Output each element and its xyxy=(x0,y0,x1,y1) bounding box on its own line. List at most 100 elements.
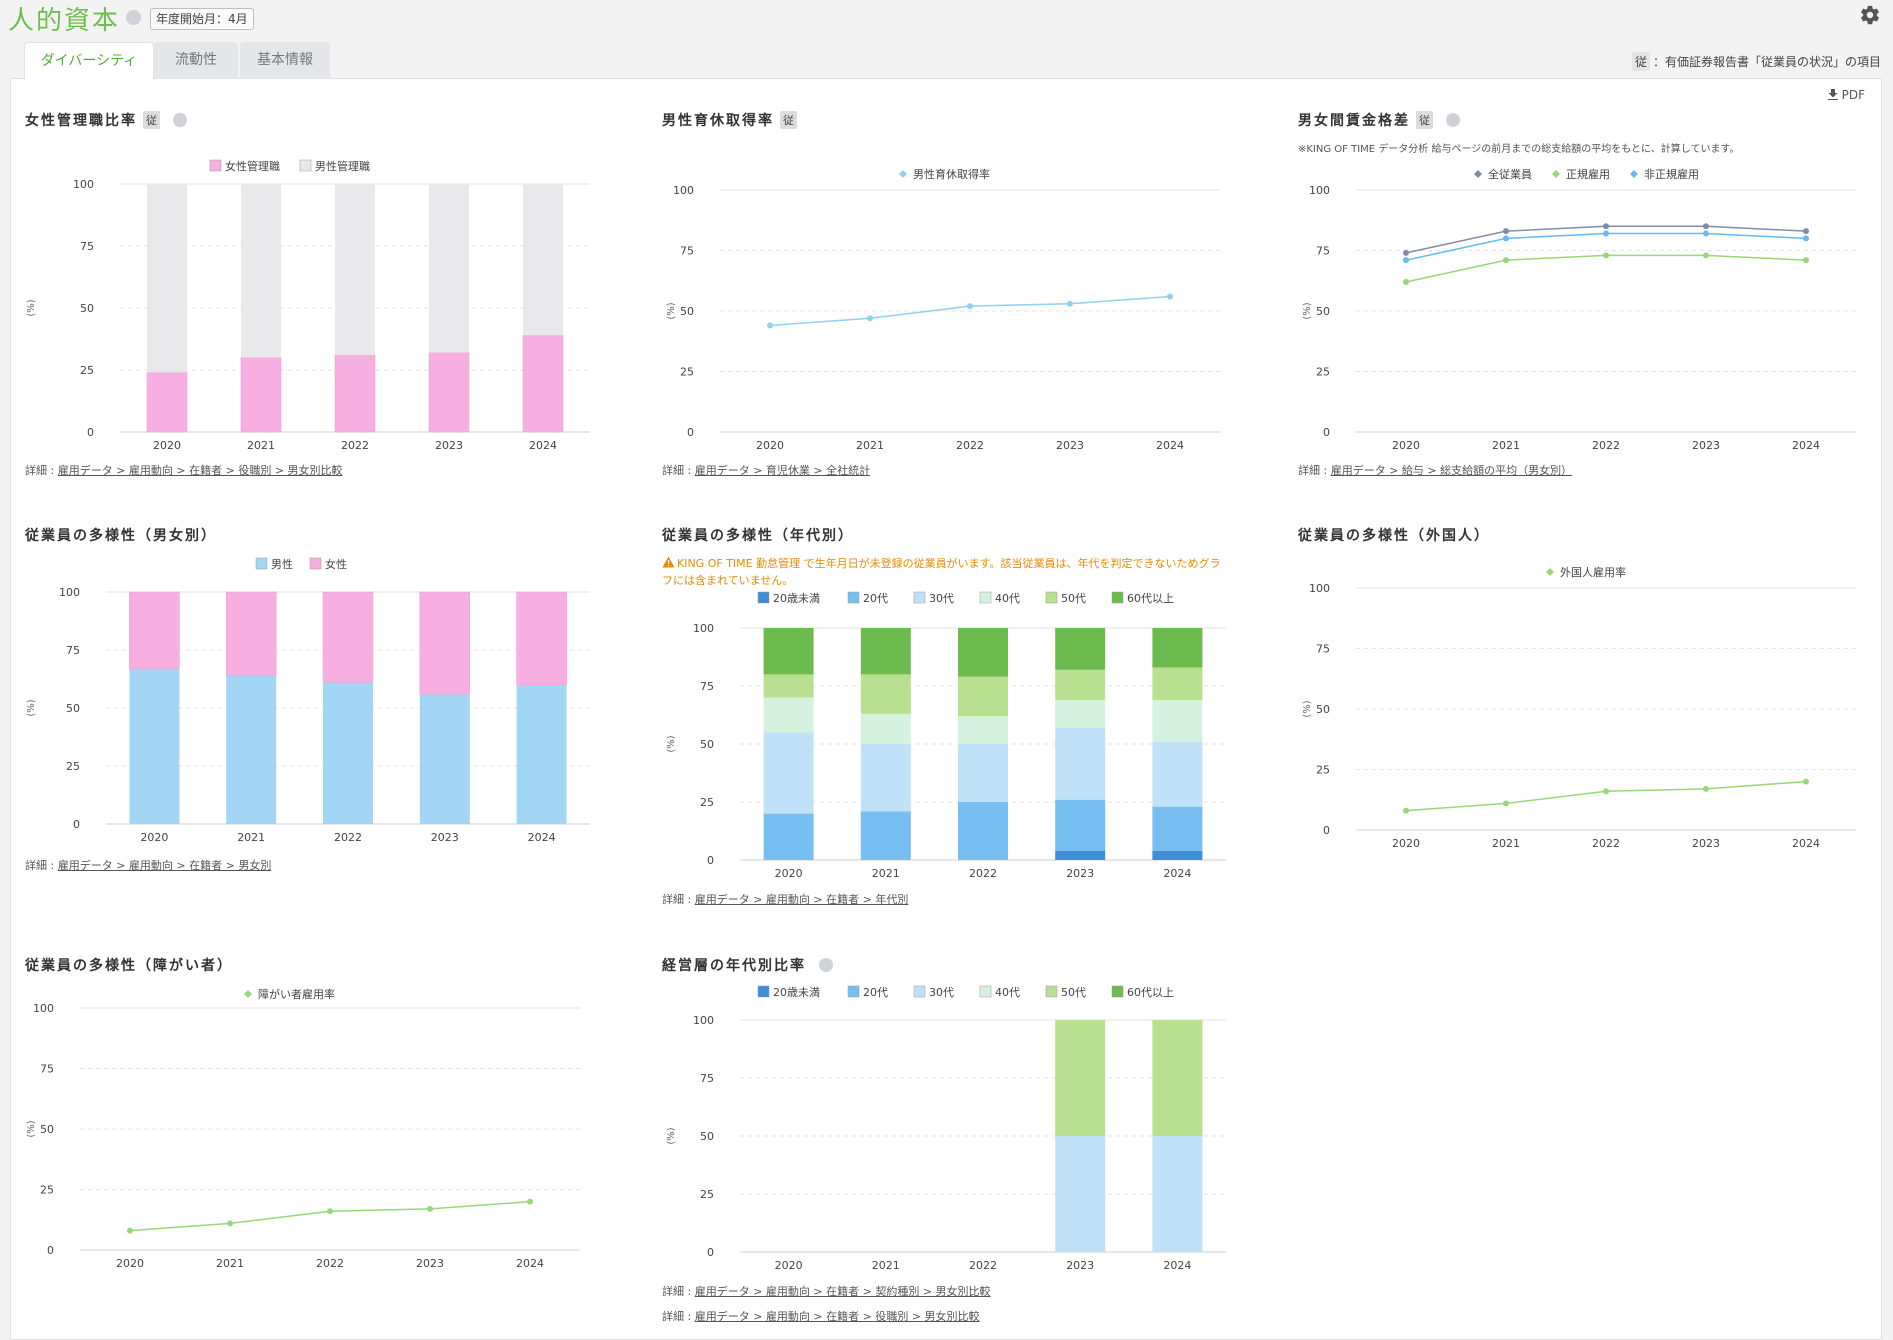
legend-label: 20代 xyxy=(863,592,888,605)
legend-swatch xyxy=(255,557,268,570)
legend-label: 50代 xyxy=(1061,986,1086,999)
bar-segment xyxy=(1055,669,1106,700)
data-point xyxy=(1703,252,1709,259)
download-icon xyxy=(1827,89,1838,100)
tab-basic-info[interactable]: 基本情報 xyxy=(240,42,330,78)
x-tick-label: 2023 xyxy=(1066,1259,1094,1272)
data-point xyxy=(1503,235,1509,242)
legend-swatch xyxy=(209,159,222,172)
bar-segment xyxy=(763,628,814,675)
legend-label: 正規雇用 xyxy=(1566,167,1610,181)
bar-segment xyxy=(763,674,814,698)
y-tick-label: 50 xyxy=(700,1130,714,1143)
y-tick-label: 50 xyxy=(680,305,694,318)
data-point xyxy=(1067,300,1073,307)
series-line xyxy=(1405,225,1807,254)
y-tick-label: 50 xyxy=(40,1123,54,1136)
title-executive-age: 経営層の年代別比率 xyxy=(662,955,833,975)
legend-swatch xyxy=(1111,591,1124,604)
detail-link[interactable]: 雇用データ > 雇用動向 > 在籍者 > 役職別 > 男女別比較 xyxy=(694,1310,980,1323)
series-line xyxy=(129,1200,531,1232)
bar-segment xyxy=(1055,727,1106,800)
bar-segment xyxy=(147,184,187,373)
x-tick-label: 2020 xyxy=(775,867,803,880)
y-tick-label: 25 xyxy=(1316,764,1330,777)
bar-segment xyxy=(322,591,374,683)
tab-liquidity[interactable]: 流動性 xyxy=(154,42,238,78)
bar-segment xyxy=(516,591,567,686)
legend-label: 女性 xyxy=(325,557,347,571)
data-point xyxy=(1603,788,1609,795)
chart-female-managers: 女性管理職 男性管理職 (%) 0 25 50 75 100 2020 2021 2022 2023 2… xyxy=(26,159,590,452)
y-tick-label: 25 xyxy=(1316,366,1330,379)
detail-link[interactable]: 雇用データ > 雇用動向 > 在籍者 > 年代別 xyxy=(694,893,909,906)
pdf-download-button[interactable]: PDF xyxy=(1827,88,1865,102)
y-tick-label: 50 xyxy=(80,302,94,315)
data-point xyxy=(1603,252,1609,259)
x-tick-label: 2021 xyxy=(237,831,265,844)
tab-diversity[interactable]: ダイバーシティ xyxy=(24,42,154,80)
bar-segment xyxy=(1055,628,1106,670)
x-tick-label: 2021 xyxy=(856,439,884,452)
detail-link[interactable]: 雇用データ > 雇用動向 > 在籍者 > 男女別 xyxy=(57,859,272,872)
detail-prefix: 詳細 : xyxy=(1298,464,1331,477)
y-tick-label: 75 xyxy=(40,1063,54,1076)
y-tick-label: 25 xyxy=(66,760,80,773)
legend-swatch xyxy=(1111,985,1124,998)
x-tick-label: 2024 xyxy=(529,439,557,452)
y-tick-label: 50 xyxy=(700,738,714,751)
x-tick-label: 2020 xyxy=(775,1259,803,1272)
bar-segment xyxy=(429,184,469,353)
bar-segment xyxy=(516,684,567,824)
detail-prefix: 詳細 : xyxy=(662,464,695,477)
y-tick-label: 75 xyxy=(66,644,80,657)
x-tick-label: 2020 xyxy=(153,439,181,452)
x-tick-label: 2024 xyxy=(1792,837,1820,850)
detail-gender: 詳細 : 雇用データ > 雇用動向 > 在籍者 > 男女別 xyxy=(25,857,271,873)
legend-marker xyxy=(1630,170,1638,178)
x-tick-label: 2020 xyxy=(1392,439,1420,452)
info-icon[interactable] xyxy=(172,113,187,127)
x-tick-label: 2023 xyxy=(416,1257,444,1270)
bar-segment xyxy=(860,628,911,675)
bar-segment xyxy=(1055,1136,1106,1252)
info-icon[interactable] xyxy=(1445,113,1460,127)
detail-link[interactable]: 雇用データ > 雇用動向 > 在籍者 > 役職別 > 男女別比較 xyxy=(57,464,343,477)
x-tick-label: 2021 xyxy=(872,1259,900,1272)
x-tick-label: 2024 xyxy=(516,1257,544,1270)
bar-segment xyxy=(1055,799,1106,851)
legend-label: 全従業員 xyxy=(1488,167,1532,181)
x-tick-label: 2021 xyxy=(1492,837,1520,850)
legend-swatch xyxy=(757,591,770,604)
legend-swatch xyxy=(757,985,770,998)
y-tick-label: 25 xyxy=(80,364,94,377)
legend: 20歳未満 20代 30代 40代 50代 60代以上 xyxy=(757,591,1174,605)
bar-segment xyxy=(419,591,471,695)
detail-wage: 詳細 : 雇用データ > 給与 > 総支給額の平均（男女別） xyxy=(1298,462,1572,478)
x-tick-label: 2023 xyxy=(1692,439,1720,452)
title-text: 女性管理職比率 xyxy=(25,113,137,129)
legend-label: 40代 xyxy=(995,592,1020,605)
chart-male-childcare-leave: 男性育休取得率 (%) 0 25 50 75 100 2020 2021 2022 2023 2024 xyxy=(666,167,1220,452)
legend-label: 50代 xyxy=(1061,592,1086,605)
bar-segment xyxy=(1055,850,1106,860)
ju-tag: 従 xyxy=(780,111,797,129)
page-title: 人的資本 xyxy=(8,6,121,36)
data-point xyxy=(427,1205,433,1212)
bar-segment xyxy=(1152,850,1203,860)
gear-icon[interactable] xyxy=(1859,4,1881,26)
detail-link[interactable]: 雇用データ > 雇用動向 > 在籍者 > 契約種別 > 男女別比較 xyxy=(694,1285,991,1298)
legend-swatch xyxy=(309,557,322,570)
legend-marker xyxy=(1546,568,1554,576)
info-icon[interactable] xyxy=(818,958,833,972)
y-tick-label: 100 xyxy=(1309,184,1330,197)
detail-link[interactable]: 雇用データ > 給与 > 総支給額の平均（男女別） xyxy=(1330,464,1573,477)
detail-prefix: 詳細 : xyxy=(25,859,58,872)
y-tick-label: 0 xyxy=(1323,824,1330,837)
y-axis-label: (%) xyxy=(666,735,677,752)
bar-segment xyxy=(419,694,470,824)
y-axis-label: (%) xyxy=(26,299,37,316)
legend-swatch xyxy=(913,985,926,998)
info-icon[interactable] xyxy=(126,10,141,25)
detail-link[interactable]: 雇用データ > 育児休業 > 全社統計 xyxy=(694,464,871,477)
